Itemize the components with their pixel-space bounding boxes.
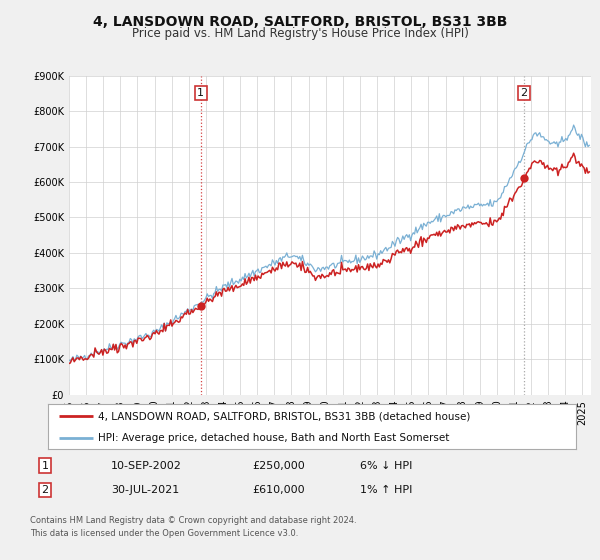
Text: 2: 2 <box>41 485 49 495</box>
Text: HPI: Average price, detached house, Bath and North East Somerset: HPI: Average price, detached house, Bath… <box>98 433 449 443</box>
Text: 4, LANSDOWN ROAD, SALTFORD, BRISTOL, BS31 3BB: 4, LANSDOWN ROAD, SALTFORD, BRISTOL, BS3… <box>93 15 507 29</box>
Text: 6% ↓ HPI: 6% ↓ HPI <box>360 461 412 471</box>
Text: 30-JUL-2021: 30-JUL-2021 <box>111 485 179 495</box>
Text: £250,000: £250,000 <box>252 461 305 471</box>
Text: 4, LANSDOWN ROAD, SALTFORD, BRISTOL, BS31 3BB (detached house): 4, LANSDOWN ROAD, SALTFORD, BRISTOL, BS3… <box>98 412 470 422</box>
Text: 2: 2 <box>520 88 527 98</box>
Text: 10-SEP-2002: 10-SEP-2002 <box>111 461 182 471</box>
Text: Contains HM Land Registry data © Crown copyright and database right 2024.: Contains HM Land Registry data © Crown c… <box>30 516 356 525</box>
Text: 1: 1 <box>41 461 49 471</box>
Text: 1: 1 <box>197 88 204 98</box>
Text: This data is licensed under the Open Government Licence v3.0.: This data is licensed under the Open Gov… <box>30 529 298 538</box>
Text: 1% ↑ HPI: 1% ↑ HPI <box>360 485 412 495</box>
Text: Price paid vs. HM Land Registry's House Price Index (HPI): Price paid vs. HM Land Registry's House … <box>131 27 469 40</box>
Text: £610,000: £610,000 <box>252 485 305 495</box>
